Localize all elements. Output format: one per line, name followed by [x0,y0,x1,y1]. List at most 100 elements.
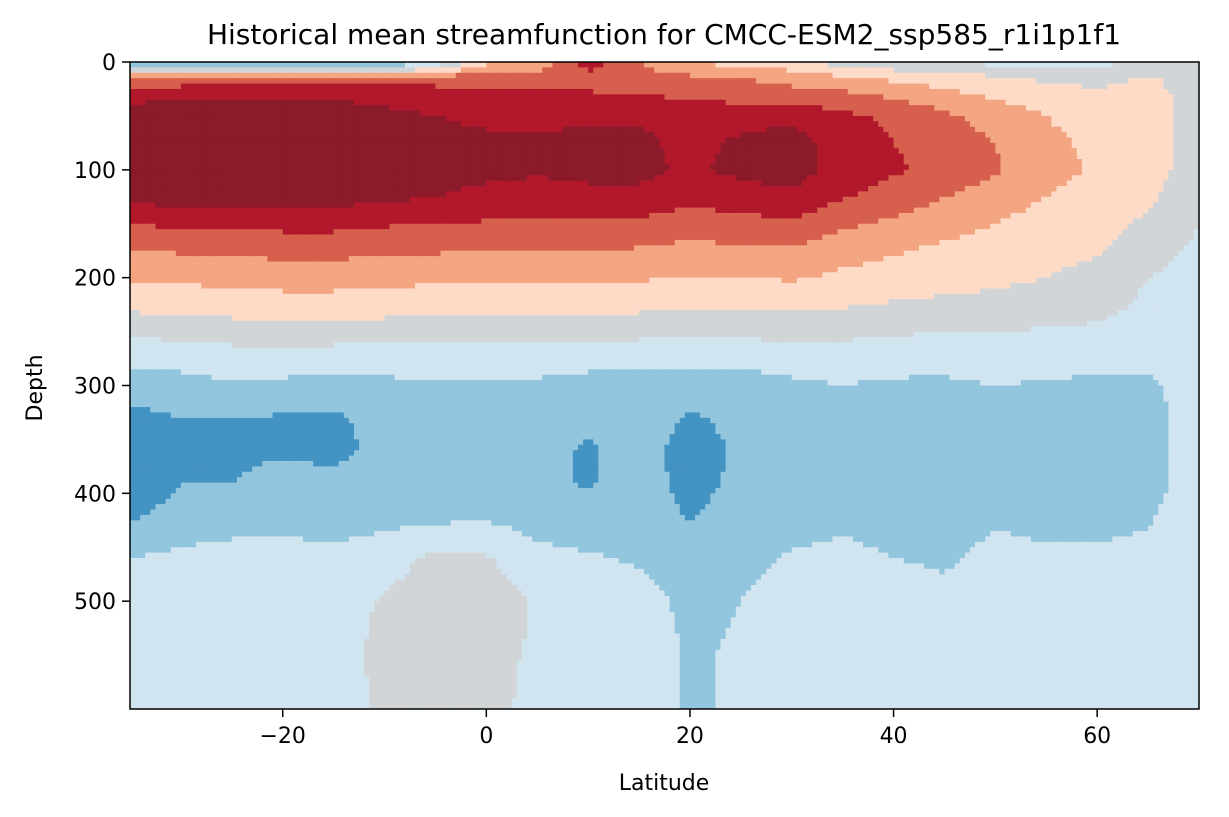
heatmap-cell [675,170,681,176]
heatmap-cell [349,116,355,122]
heatmap-cell [201,67,207,73]
heatmap-cell [385,164,391,170]
heatmap-cell [466,111,472,117]
heatmap-cell [227,116,233,122]
heatmap-cell [161,67,167,73]
heatmap-cell [807,137,813,143]
heatmap-cell [603,78,609,84]
heatmap-cell [1006,181,1012,187]
heatmap-cell [573,94,579,100]
heatmap-cell [878,148,884,154]
heatmap-cell [619,164,625,170]
heatmap-cell [695,143,701,149]
heatmap-cell [471,73,477,79]
heatmap-cell [451,73,457,79]
heatmap-cell [919,137,925,143]
heatmap-cell [242,175,248,181]
heatmap-cell [787,127,793,133]
heatmap-cell [904,127,910,133]
heatmap-cell [532,67,538,73]
heatmap-cell [899,154,905,160]
heatmap-cell [512,89,518,95]
heatmap-cell [476,121,482,127]
heatmap-cell [776,67,782,73]
heatmap-cell [776,105,782,111]
heatmap-cell [471,170,477,176]
heatmap-cell [400,143,406,149]
heatmap-cell [293,121,299,127]
heatmap-cell [746,175,752,181]
heatmap-cell [1062,121,1068,127]
heatmap-cell [517,181,523,187]
heatmap-cell [349,78,355,84]
heatmap-cell [1128,137,1134,143]
heatmap-cell [222,154,228,160]
heatmap-cell [807,111,813,117]
heatmap-cell [155,67,161,73]
heatmap-cell [512,67,518,73]
heatmap-cell [145,132,151,138]
heatmap-cell [247,116,253,122]
heatmap-cell [832,89,838,95]
heatmap-cell [899,73,905,79]
heatmap-cell [899,181,905,187]
heatmap-cell [502,121,508,127]
heatmap-cell [1184,116,1190,122]
heatmap-cell [715,94,721,100]
heatmap-cell [476,164,482,170]
heatmap-cell [1011,143,1017,149]
heatmap-cell [1163,164,1169,170]
heatmap-cell [298,116,304,122]
heatmap-cell [822,73,828,79]
heatmap-cell [542,94,548,100]
heatmap-cell [140,154,146,160]
heatmap-cell [827,84,833,90]
heatmap-cell [1092,175,1098,181]
heatmap-cell [486,121,492,127]
heatmap-cell [395,186,401,192]
heatmap-cell [390,181,396,187]
heatmap-cell [349,159,355,165]
heatmap-cell [909,111,915,117]
heatmap-cell [145,105,151,111]
heatmap-cell [1107,121,1113,127]
heatmap-cell [609,67,615,73]
heatmap-cell [1168,94,1174,100]
heatmap-cell [751,100,757,106]
heatmap-cell [868,154,874,160]
heatmap-cell [914,127,920,133]
heatmap-cell [476,84,482,90]
heatmap-cell [1163,148,1169,154]
heatmap-cell [323,175,329,181]
heatmap-cell [466,132,472,138]
heatmap-cell [1148,73,1154,79]
heatmap-cell [619,132,625,138]
heatmap-cell [1051,164,1057,170]
heatmap-cell [1006,100,1012,106]
heatmap-cell [1138,94,1144,100]
heatmap-cell [425,89,431,95]
heatmap-cell [873,175,879,181]
heatmap-cell [980,111,986,117]
heatmap-cell [558,170,564,176]
heatmap-cell [588,94,594,100]
heatmap-cell [614,121,620,127]
heatmap-cell [1148,116,1154,122]
heatmap-cell [191,94,197,100]
heatmap-cell [700,62,706,68]
heatmap-cell [659,84,665,90]
heatmap-cell [446,78,452,84]
heatmap-cell [1138,148,1144,154]
heatmap-cell [751,132,757,138]
heatmap-cell [145,186,151,192]
heatmap-cell [278,84,284,90]
heatmap-cell [970,89,976,95]
heatmap-cell [273,111,279,117]
heatmap-cell [441,132,447,138]
heatmap-cell [553,143,559,149]
heatmap-cell [553,127,559,133]
heatmap-cell [985,100,991,106]
heatmap-cell [654,94,660,100]
heatmap-cell [787,137,793,143]
heatmap-cell [899,132,905,138]
